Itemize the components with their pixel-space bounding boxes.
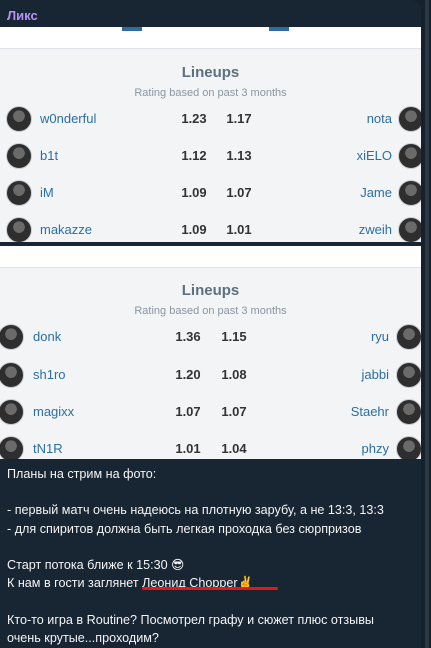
player-name-left[interactable]: w0nderful [40, 111, 97, 126]
player-name-left[interactable]: b1t [40, 148, 59, 163]
player-name-right[interactable]: Jame [360, 185, 392, 200]
lineup-row: makazze 1.09 1.01 zweih [0, 217, 421, 242]
message-line [7, 483, 417, 501]
lineup-row: b1t 1.12 1.13 xiELO [0, 143, 421, 169]
lineup-row: donk 1.36 1.15 ryu [0, 324, 421, 350]
lineup-row: magixx 1.07 1.07 Staehr [0, 399, 421, 425]
sender-name[interactable]: Ликс [7, 8, 38, 23]
player-name-left[interactable]: makazze [40, 222, 93, 237]
player-avatar [0, 362, 24, 388]
rating-left: 1.23 [181, 111, 207, 126]
tab-marker [122, 27, 142, 31]
photo-lineups-2[interactable]: Lineups Rating based on past 3 months do… [0, 246, 421, 459]
lineups-subtitle: Rating based on past 3 months [134, 87, 287, 99]
rating-right: 1.07 [221, 404, 247, 419]
player-avatar [398, 143, 421, 169]
player-name-right[interactable]: jabbi [361, 367, 389, 382]
message-line: - для спиритов должна быть легкая проход… [7, 521, 362, 536]
lineups-subtitle: Rating based on past 3 months [134, 305, 287, 317]
player-avatar [6, 217, 32, 242]
highlight-underline [142, 587, 278, 590]
player-avatar [398, 217, 421, 242]
message-line: Кто-то игра в Routine? Посмотрел графу и… [7, 612, 374, 627]
lineup-row: sh1ro 1.20 1.08 jabbi [0, 362, 421, 388]
rating-left: 1.09 [181, 185, 207, 200]
player-avatar [6, 143, 32, 169]
message-line: Старт потока ближе к 15:30 😎 [7, 558, 185, 573]
photo-header-strip [0, 27, 421, 49]
rating-left: 1.07 [175, 404, 201, 419]
player-avatar [396, 399, 421, 425]
player-avatar [6, 180, 32, 206]
player-avatar [396, 324, 421, 350]
rating-right: 1.15 [221, 329, 247, 344]
rating-right: 1.04 [221, 441, 247, 456]
rating-right: 1.17 [226, 111, 252, 126]
player-name-left[interactable]: tN1R [33, 441, 63, 456]
player-name-right[interactable]: nota [366, 111, 392, 126]
player-name-right[interactable]: zweih [358, 222, 392, 237]
lineups-title: Lineups [181, 64, 240, 81]
rating-right: 1.08 [221, 367, 247, 382]
rating-left: 1.12 [181, 148, 207, 163]
lineup-row: iM 1.09 1.07 Jame [0, 180, 421, 206]
message-line [7, 538, 417, 556]
message-bubble: Ликс Lineups Rating based on past 3 mont… [0, 8, 421, 647]
message-line: К нам в гости заглянет Леонид Chopper✌️ [7, 576, 254, 591]
player-avatar [398, 180, 421, 206]
tab-marker [269, 27, 289, 31]
rating-left: 1.09 [181, 222, 207, 237]
photo-lineups-1[interactable]: Lineups Rating based on past 3 months w0… [0, 27, 421, 242]
player-name-right[interactable]: xiELO [356, 148, 392, 163]
player-avatar [0, 399, 24, 425]
chat-scrollbar[interactable] [425, 0, 429, 648]
player-name-left[interactable]: magixx [33, 404, 75, 419]
player-name-left[interactable]: sh1ro [33, 367, 66, 382]
photo-header-strip [0, 246, 421, 268]
player-name-right[interactable]: phzy [361, 441, 389, 456]
rating-right: 1.07 [226, 185, 252, 200]
player-name-right[interactable]: Staehr [350, 404, 389, 419]
player-name-left[interactable]: iM [40, 185, 54, 200]
message-line: очень крутые...проходим? [7, 630, 159, 645]
rating-left: 1.36 [175, 329, 201, 344]
lineup-row: w0nderful 1.23 1.17 nota [0, 106, 421, 132]
player-avatar [396, 436, 421, 459]
lineup-row: tN1R 1.01 1.04 phzy [0, 436, 421, 459]
rating-right: 1.13 [226, 148, 252, 163]
player-avatar [398, 106, 421, 132]
player-avatar [6, 106, 32, 132]
player-avatar [0, 436, 24, 459]
player-name-left[interactable]: donk [33, 329, 62, 344]
rating-left: 1.01 [175, 441, 201, 456]
message-line: Планы на стрим на фото: [7, 467, 157, 481]
rating-right: 1.01 [226, 222, 252, 237]
player-avatar [0, 324, 24, 350]
lineups-title: Lineups [181, 282, 240, 299]
message-line [7, 592, 417, 610]
message-line: - первый матч очень надеюсь на плотную з… [7, 503, 384, 518]
player-name-right[interactable]: ryu [370, 329, 389, 344]
message-text: Планы на стрим на фото: - первый матч оч… [7, 465, 417, 647]
player-avatar [396, 362, 421, 388]
rating-left: 1.20 [175, 367, 201, 382]
